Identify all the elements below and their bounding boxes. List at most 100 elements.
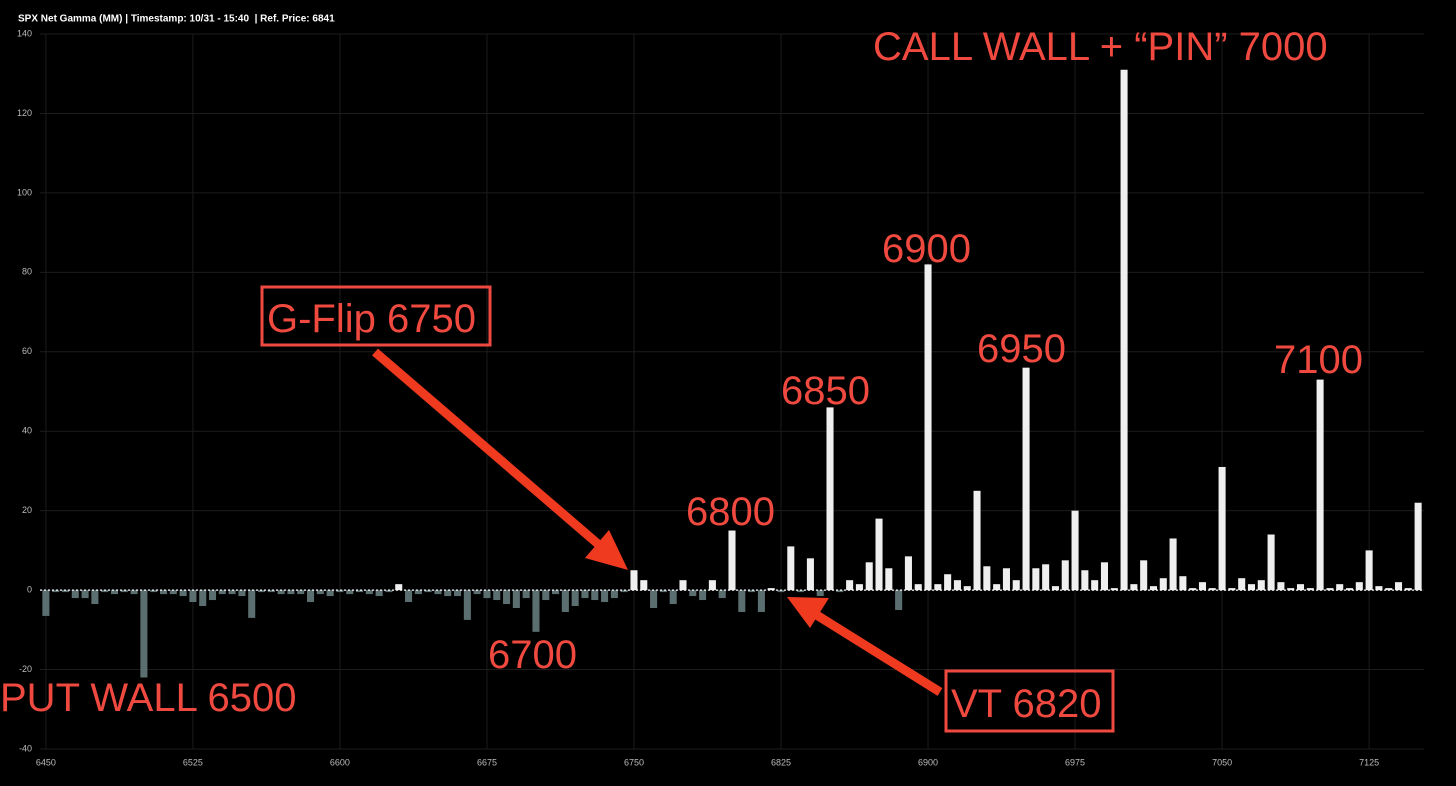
bar [826,407,834,591]
bar [297,590,305,595]
bar [846,580,854,591]
bar [424,590,432,593]
bar [483,590,491,599]
annotation: PUT WALL 6500 [0,676,296,720]
annotation: G-Flip 6750 [267,297,476,341]
bar [1404,588,1412,591]
bar [1140,560,1148,591]
bar [1345,588,1354,591]
bar [1130,584,1138,591]
bar [855,584,863,591]
bar [659,590,667,593]
bar [1414,502,1422,591]
bar [150,590,158,593]
x-tick-label: 7050 [1212,757,1232,767]
bar [875,518,883,591]
bar [1189,588,1197,591]
bar [316,590,324,595]
bar [679,580,687,591]
bar [1316,379,1324,591]
bar [1277,582,1285,591]
bar [1149,586,1158,591]
bar [248,590,256,618]
annotation: 6900 [882,227,971,271]
bar [738,590,746,612]
bar [895,590,903,610]
bar [610,590,618,599]
bar [356,590,364,593]
bar [542,590,550,601]
bar [1218,466,1226,591]
bar [934,584,942,591]
y-tick-label: 40 [22,426,32,436]
bar [806,558,814,591]
bar [434,590,442,595]
annotation-box [944,669,1115,733]
bar [953,580,961,591]
bar [1032,568,1040,591]
bar [1238,578,1246,591]
annotation: CALL WALL + “PIN” 7000 [873,25,1328,69]
bar [140,590,148,678]
bar [1022,367,1030,591]
x-tick-label: 6525 [183,757,203,767]
bar [238,590,246,597]
bar [963,586,971,591]
bar [591,590,599,601]
bars [42,69,1422,678]
bar [757,590,765,612]
bar [208,590,217,601]
bar [669,590,677,605]
bar [257,590,266,593]
bar [1336,584,1344,591]
annotation: 6700 [488,633,577,677]
bar [640,580,648,591]
x-tick-label: 6675 [477,757,497,767]
bar [787,546,795,591]
bar [1306,588,1314,591]
bar [414,590,422,595]
bar [983,566,991,591]
bar [444,590,452,597]
bar [1355,582,1363,591]
bar [346,590,354,595]
arrow-head [787,597,829,628]
bar [973,490,981,591]
bar [1042,564,1050,591]
bar [179,590,187,597]
bar [865,562,873,591]
bar [1385,588,1393,591]
bar [306,590,315,603]
bar [1326,588,1334,591]
bar [1100,562,1108,591]
bar [522,590,530,599]
bar [1120,69,1128,591]
y-tick-label: 100 [17,187,32,197]
bar [767,588,775,591]
bar [552,590,560,595]
bar [699,590,707,601]
bar [267,590,275,593]
arrow-head [585,530,628,570]
chart-title: SPX Net Gamma (MM) | Timestamp: 10/31 - … [18,14,335,25]
bar [1091,580,1099,591]
annotation-box [260,285,492,347]
bar [1208,588,1216,591]
bar [1002,568,1010,591]
bar [503,590,511,605]
x-tick-label: 6900 [918,757,938,767]
bar [571,590,579,606]
bar [287,590,295,595]
annotations: CALL WALL + “PIN” 7000 6900 6950 7100 68… [0,25,1363,733]
bar [581,590,589,599]
bar [1257,580,1265,591]
bar [836,590,844,593]
y-tick-label: -20 [19,664,32,674]
y-tick-label: 60 [22,346,32,356]
annotation: 6950 [977,327,1066,371]
bar [375,590,383,597]
x-tick-label: 6825 [771,757,791,767]
bar [1169,538,1177,591]
bar [1012,580,1020,591]
